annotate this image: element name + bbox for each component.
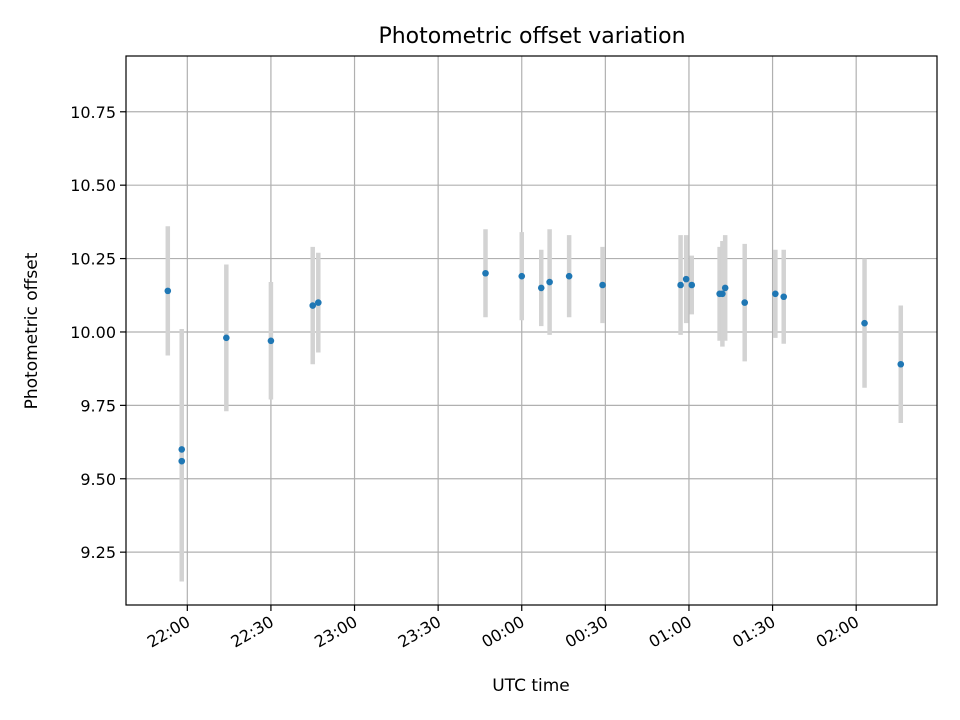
y-tick-label: 10.00 xyxy=(70,323,116,342)
data-point xyxy=(688,281,696,289)
point-layer xyxy=(164,269,905,465)
data-point xyxy=(546,278,553,286)
data-point xyxy=(309,302,317,309)
data-point xyxy=(897,360,905,368)
data-point xyxy=(537,284,545,292)
data-point xyxy=(772,290,779,298)
data-point xyxy=(599,281,606,289)
data-point xyxy=(861,319,868,327)
data-point xyxy=(677,281,684,289)
data-point xyxy=(223,334,230,342)
y-axis-label: Photometric offset xyxy=(22,252,42,409)
data-point xyxy=(267,337,275,345)
data-point xyxy=(741,299,749,306)
y-tick-label: 9.50 xyxy=(80,470,116,489)
data-point xyxy=(721,284,729,292)
data-point xyxy=(164,287,172,295)
data-point xyxy=(682,275,690,283)
y-tick-label: 9.75 xyxy=(80,396,116,415)
data-point xyxy=(482,269,489,277)
data-point xyxy=(314,299,322,306)
data-point xyxy=(719,290,726,298)
data-point xyxy=(780,293,788,301)
data-point xyxy=(178,446,186,453)
y-tick-label: 10.50 xyxy=(70,176,116,195)
grid-layer xyxy=(126,56,937,605)
y-tick-label: 10.25 xyxy=(70,250,116,269)
data-point xyxy=(178,457,186,465)
data-point xyxy=(565,272,573,280)
y-tick-label: 9.25 xyxy=(80,543,116,562)
x-axis-label: UTC time xyxy=(492,676,570,696)
chart-title: Photometric offset variation xyxy=(378,24,685,49)
y-tick-label: 10.75 xyxy=(70,103,116,122)
data-point xyxy=(518,272,526,280)
plot-frame xyxy=(125,55,938,606)
